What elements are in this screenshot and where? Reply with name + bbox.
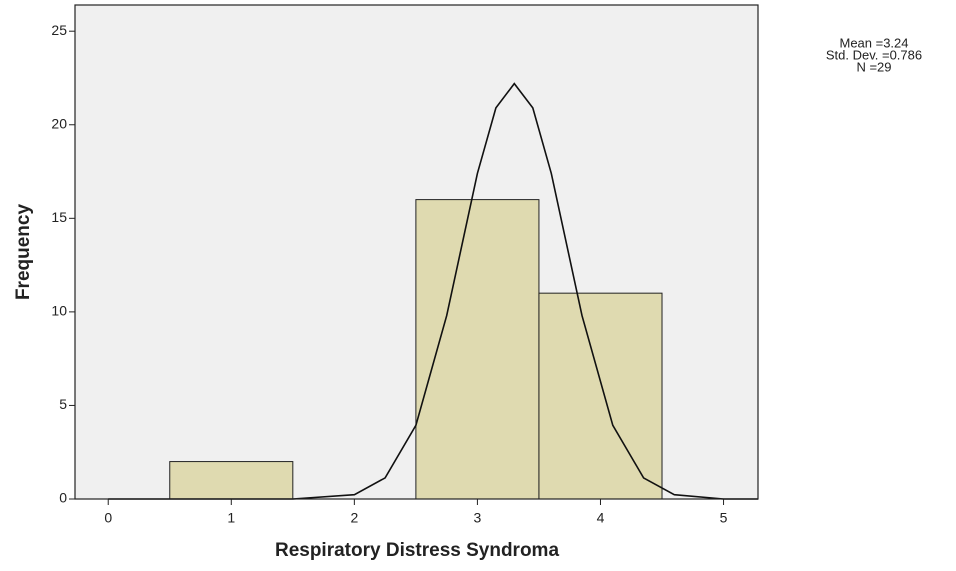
x-tick-label: 5	[720, 510, 728, 526]
plot-frame	[74, 4, 759, 500]
stat-annotation: Mean =3.24	[839, 35, 908, 50]
y-tick-label: 20	[51, 115, 67, 131]
y-tick-label: 5	[59, 396, 67, 412]
y-tick-label: 0	[59, 490, 67, 506]
histogram-bar	[415, 199, 540, 500]
stat-annotation: Std. Dev. =0.786	[826, 47, 922, 62]
y-tick-label: 10	[51, 303, 67, 319]
normal-curve	[108, 82, 758, 500]
histogram-bar	[169, 461, 294, 500]
x-tick-label: 0	[104, 510, 112, 526]
x-tick-label: 3	[474, 510, 482, 526]
x-axis-title: Respiratory Distress Syndroma	[275, 540, 559, 561]
y-tick-label: 15	[51, 209, 67, 225]
x-tick-label: 1	[227, 510, 235, 526]
y-tick-label: 25	[51, 22, 67, 38]
x-tick-label: 2	[350, 510, 358, 526]
x-tick-label: 4	[597, 510, 605, 526]
y-axis-title: Frequency	[13, 204, 34, 301]
stat-annotation: N =29	[856, 59, 891, 74]
histogram-bar	[538, 292, 663, 500]
